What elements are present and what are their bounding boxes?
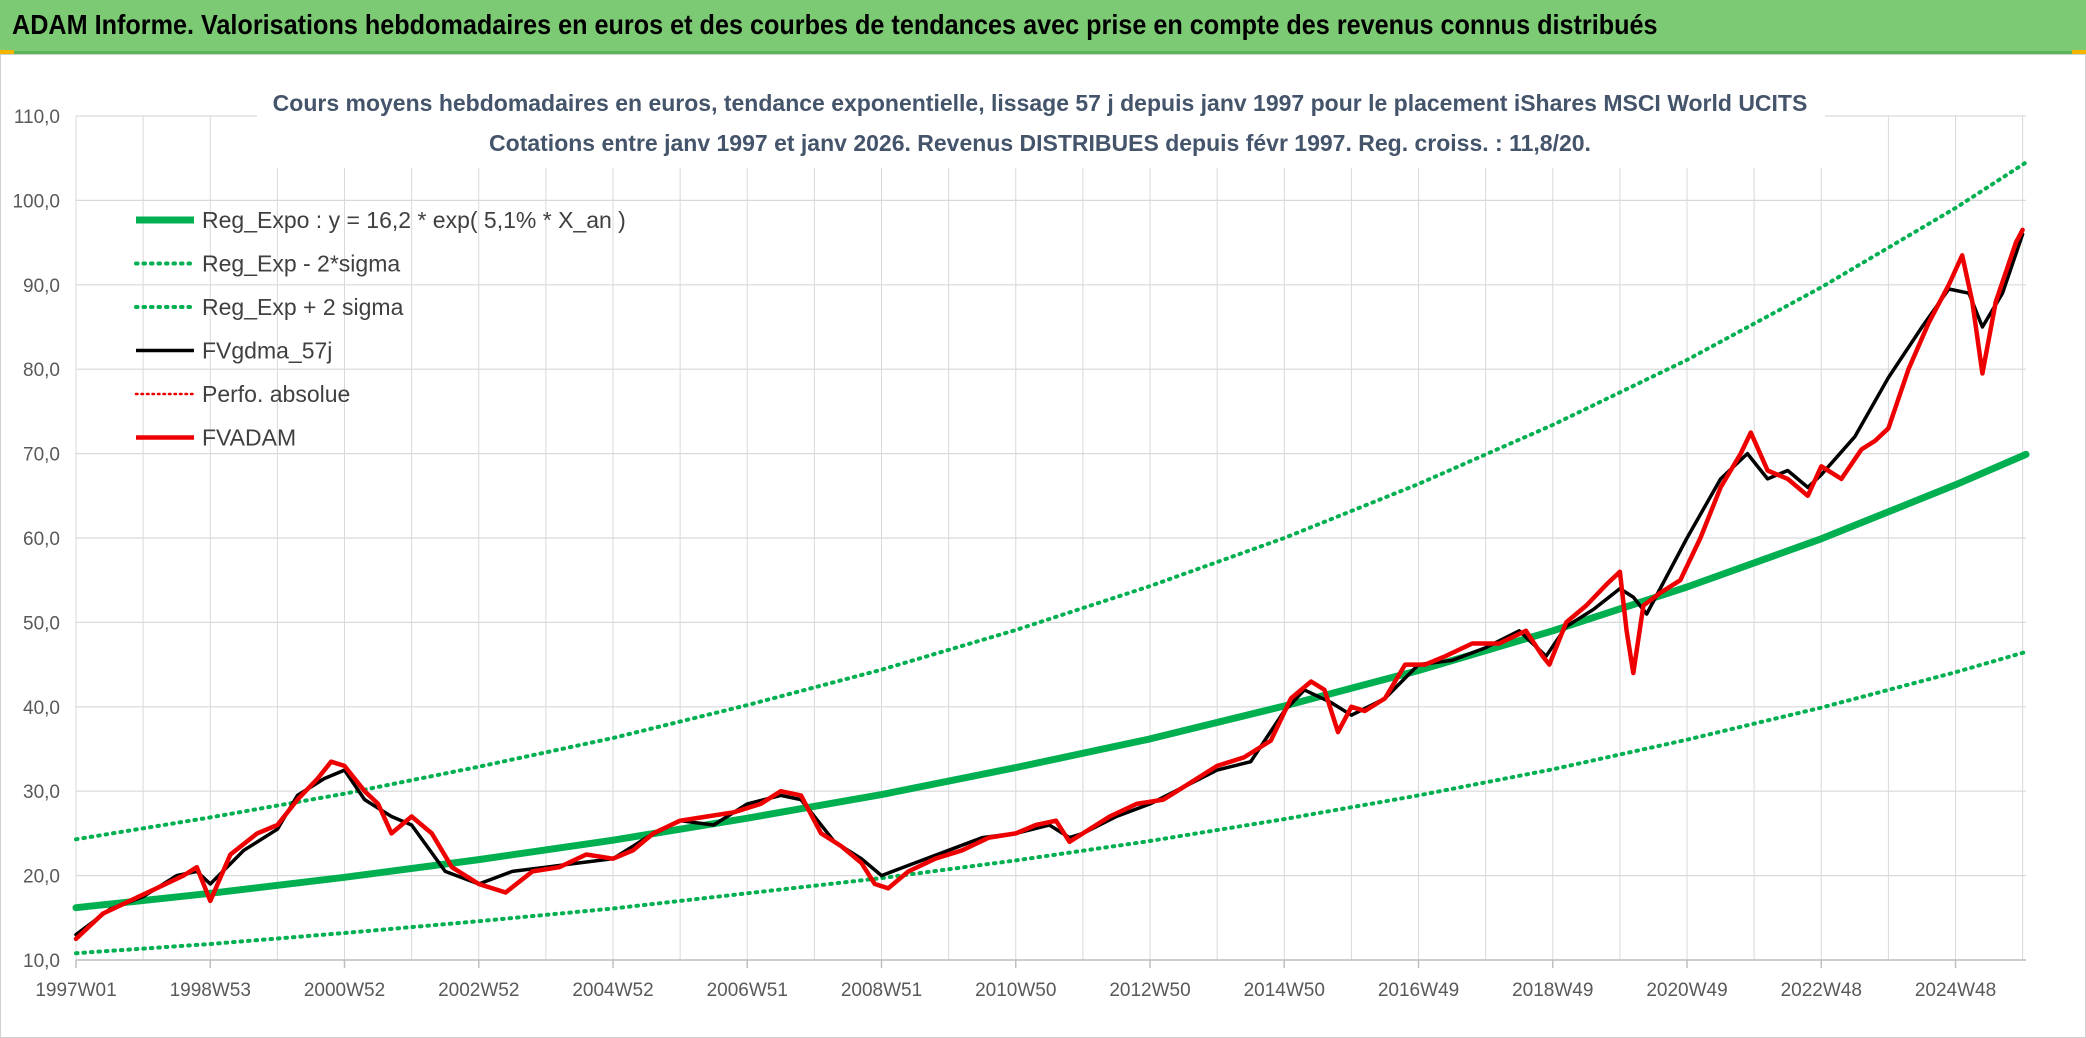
x-tick-label: 1998W53 <box>170 980 251 1001</box>
y-tick-label: 50,0 <box>23 613 60 634</box>
series-line-reg-exp-2-sigma <box>74 649 2028 956</box>
chart-title: Cours moyens hebdomadaires en euros, ten… <box>273 90 1808 116</box>
y-tick-label: 100,0 <box>12 191 60 212</box>
legend-label: Perfo. absolue <box>202 381 350 407</box>
y-tick-label: 70,0 <box>23 445 60 466</box>
y-tick-label: 90,0 <box>23 276 60 297</box>
y-tick-label: 60,0 <box>23 529 60 550</box>
report-title: ADAM Informe. Valorisations hebdomadaire… <box>12 9 1658 40</box>
y-tick-label: 30,0 <box>23 782 60 803</box>
x-tick-label: 2024W48 <box>1915 980 1996 1001</box>
legend-label: Reg_Expo : y = 16,2 * exp( 5,1% * X_an ) <box>202 207 626 233</box>
series-line-reg-expo-y-16-2-exp-5-1-x-an <box>72 450 2030 912</box>
chart-grid <box>75 115 2026 961</box>
x-tick-label: 2018W49 <box>1512 980 1593 1001</box>
chart-subtitle: Cotations entre janv 1997 et janv 2026. … <box>489 130 1591 156</box>
legend-label: FVgdma_57j <box>202 338 332 364</box>
x-tick-label: 2014W50 <box>1244 980 1325 1001</box>
chart-series <box>72 160 2030 956</box>
x-tick-label: 2008W51 <box>841 980 922 1001</box>
legend-label: Reg_Exp + 2 sigma <box>202 294 404 320</box>
y-tick-label: 10,0 <box>23 951 60 972</box>
x-tick-label: 2012W50 <box>1109 980 1190 1001</box>
y-tick-label: 80,0 <box>23 360 60 381</box>
y-tick-label: 20,0 <box>23 867 60 888</box>
x-tick-label: 2000W52 <box>304 980 385 1001</box>
y-tick-label: 110,0 <box>14 107 60 128</box>
series-line-fvadam <box>73 227 2025 942</box>
chart-legend: Reg_Expo : y = 16,2 * exp( 5,1% * X_an )… <box>134 207 626 451</box>
x-tick-label: 2010W50 <box>975 980 1056 1001</box>
chart-axes: 10,0 20,0 30,0 40,0 50,0 60,0 70,0 80,0 90,0 100,… <box>12 107 2026 1001</box>
title-backdrop <box>257 82 1825 168</box>
x-tick-label: 2002W52 <box>438 980 519 1001</box>
legend-label: Reg_Exp - 2*sigma <box>202 251 400 277</box>
x-tick-label: 1997W01 <box>35 980 116 1001</box>
series-line-reg-exp-2-sigma <box>74 160 2028 842</box>
x-tick-label: 2016W49 <box>1378 980 1459 1001</box>
report-banner: ADAM Informe. Valorisations hebdomadaire… <box>0 0 2086 54</box>
series-line-fvgdma-57j <box>74 232 2025 937</box>
legend-label: FVADAM <box>202 425 296 451</box>
x-tick-label: 2004W52 <box>572 980 653 1001</box>
x-tick-label: 2020W49 <box>1646 980 1727 1001</box>
y-tick-label: 40,0 <box>23 698 60 719</box>
x-tick-label: 2006W51 <box>707 980 788 1001</box>
x-tick-label: 2022W48 <box>1781 980 1862 1001</box>
